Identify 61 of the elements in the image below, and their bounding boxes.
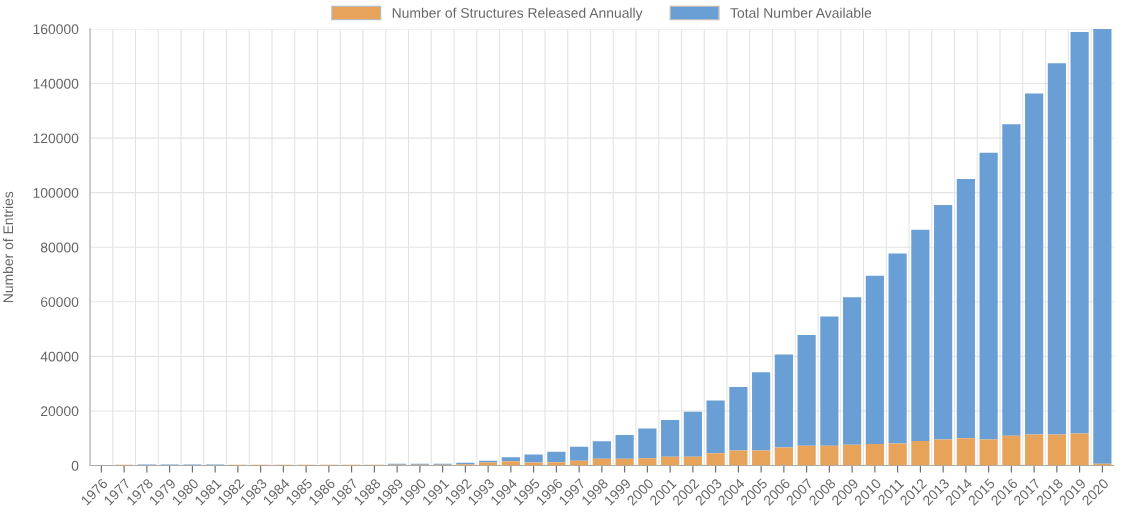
bar [638,428,657,459]
bar [1047,434,1066,466]
bar [592,441,611,459]
bar [1093,28,1112,464]
y-axis-title: Number of Entries [2,191,14,303]
bar [797,445,816,466]
bar [570,446,589,461]
bar [979,152,998,440]
y-tick-label: 0 [71,460,79,471]
bar [820,316,839,446]
bar [1002,435,1021,466]
bar [661,419,680,457]
bar [934,439,953,466]
y-tick-label: 40000 [40,351,79,362]
bar [661,456,680,466]
bar [843,297,862,445]
bar [820,445,839,466]
bar [911,440,930,466]
bar [501,457,520,462]
bar [888,253,907,444]
bar [638,458,657,466]
bar [729,450,748,466]
bar [547,451,566,463]
bar [524,454,543,463]
y-tick-label: 160000 [33,24,79,35]
legend-label: Number of Structures Released Annually [392,7,643,21]
y-tick-label: 20000 [40,406,79,417]
bar [1025,434,1044,466]
bar [1002,124,1021,436]
bar [729,386,748,451]
y-tick-label: 100000 [33,187,79,198]
bar [752,372,771,451]
legend-label: Total Number Available [730,7,872,18]
y-tick-label: 80000 [40,242,79,253]
bar [501,461,520,466]
bar [865,443,884,466]
bar [547,462,566,466]
bar [706,453,725,466]
bar [774,447,793,466]
y-tick-label: 120000 [33,133,79,144]
bar [615,434,634,459]
bar [1025,93,1044,435]
bar [683,411,702,457]
bar [865,275,884,444]
bar [911,229,930,441]
bar [956,438,975,466]
bar [706,400,725,454]
bar [1070,31,1089,434]
bar [774,354,793,448]
bar [888,443,907,466]
bar [843,444,862,466]
bar [1070,433,1089,466]
y-tick-label: 140000 [33,78,79,89]
bar [797,335,816,446]
bar [1047,63,1066,435]
y-tick-label: 60000 [40,297,79,307]
bar [752,450,771,466]
bar [979,439,998,466]
bar [683,456,702,466]
bar [934,204,953,440]
bar [956,179,975,439]
